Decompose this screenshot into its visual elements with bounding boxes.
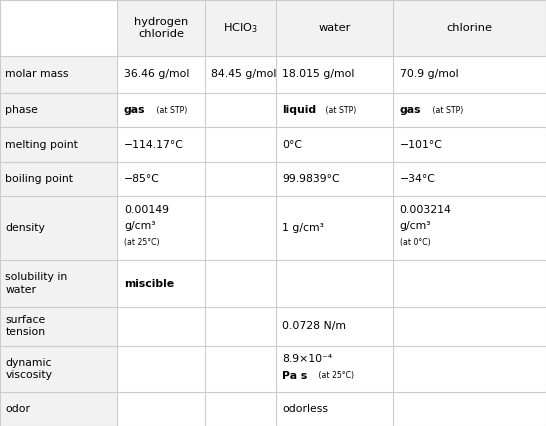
Text: 0°C: 0°C	[282, 140, 302, 150]
Text: odor: odor	[5, 404, 31, 414]
Text: 0.0728 N/m: 0.0728 N/m	[282, 321, 346, 331]
Text: g/cm³: g/cm³	[124, 222, 156, 231]
Bar	[276, 0, 393, 56]
Text: solubility in
water: solubility in water	[5, 272, 68, 295]
Text: boiling point: boiling point	[5, 174, 74, 184]
Bar	[0, 345, 117, 392]
Text: density: density	[5, 223, 45, 233]
Text: dynamic
viscosity: dynamic viscosity	[5, 357, 52, 380]
Text: miscible: miscible	[124, 279, 174, 288]
Text: 84.45 g/mol: 84.45 g/mol	[211, 69, 277, 79]
Text: (at STP): (at STP)	[323, 106, 356, 115]
Bar	[205, 0, 276, 56]
Text: 70.9 g/mol: 70.9 g/mol	[400, 69, 458, 79]
Text: 8.9×10⁻⁴: 8.9×10⁻⁴	[282, 354, 333, 365]
Bar	[0, 392, 117, 426]
Text: Pa s: Pa s	[282, 371, 307, 381]
Text: −34°C: −34°C	[400, 174, 436, 184]
Text: (at 25°C): (at 25°C)	[124, 238, 159, 247]
Bar	[0, 127, 117, 162]
Bar	[393, 0, 546, 56]
Text: odorless: odorless	[282, 404, 328, 414]
Text: surface
tension: surface tension	[5, 315, 46, 337]
Bar	[0, 260, 117, 307]
Bar	[0, 162, 117, 196]
Bar	[0, 56, 117, 93]
Text: 18.015 g/mol: 18.015 g/mol	[282, 69, 355, 79]
Bar	[0, 307, 117, 345]
Text: (at 25°C): (at 25°C)	[316, 371, 354, 380]
Text: gas: gas	[400, 105, 421, 115]
Text: molar mass: molar mass	[5, 69, 69, 79]
Text: water: water	[318, 23, 351, 33]
Text: −85°C: −85°C	[124, 174, 160, 184]
Bar	[0, 196, 117, 260]
Text: hydrogen
chloride: hydrogen chloride	[134, 17, 188, 39]
Text: 0.003214: 0.003214	[400, 205, 452, 216]
Text: melting point: melting point	[5, 140, 78, 150]
Text: (at STP): (at STP)	[430, 106, 463, 115]
Text: gas: gas	[124, 105, 145, 115]
Text: 36.46 g/mol: 36.46 g/mol	[124, 69, 189, 79]
Bar	[117, 0, 205, 56]
Text: −114.17°C: −114.17°C	[124, 140, 184, 150]
Text: (at 0°C): (at 0°C)	[400, 238, 430, 247]
Text: (at STP): (at STP)	[154, 106, 187, 115]
Text: chlorine: chlorine	[447, 23, 492, 33]
Text: liquid: liquid	[282, 105, 317, 115]
Text: 1 g/cm³: 1 g/cm³	[282, 223, 324, 233]
Text: 99.9839°C: 99.9839°C	[282, 174, 340, 184]
Text: −101°C: −101°C	[400, 140, 443, 150]
Text: g/cm³: g/cm³	[400, 222, 431, 231]
Bar	[0, 93, 117, 127]
Text: 0.00149: 0.00149	[124, 205, 169, 216]
Text: phase: phase	[5, 105, 38, 115]
Text: HClO$_3$: HClO$_3$	[223, 21, 258, 35]
